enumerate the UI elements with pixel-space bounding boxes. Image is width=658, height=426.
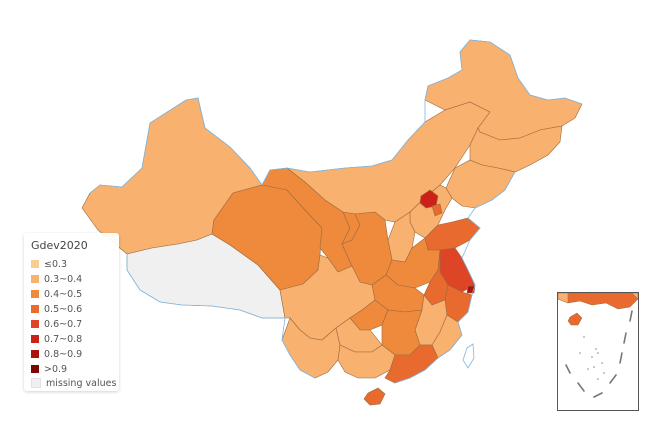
nine-dash-line bbox=[565, 310, 633, 398]
legend-swatch bbox=[31, 290, 39, 298]
inset-guangdong bbox=[558, 293, 638, 310]
legend-swatch bbox=[31, 320, 39, 328]
south-china-sea-inset bbox=[557, 292, 639, 411]
legend-swatch bbox=[31, 335, 39, 343]
inset-hainan bbox=[567, 312, 583, 326]
legend-swatch bbox=[31, 260, 39, 268]
legend-title: Gdev2020 bbox=[31, 239, 88, 252]
inset-guangxi bbox=[558, 293, 569, 304]
legend-label: missing values bbox=[46, 377, 117, 389]
legend-label: 0.3~0.4 bbox=[44, 273, 83, 285]
legend-label: 0.7~0.8 bbox=[44, 333, 83, 345]
legend-swatch bbox=[31, 305, 39, 313]
legend-swatch bbox=[31, 365, 39, 373]
islands bbox=[579, 336, 605, 380]
legend-label: 0.6~0.7 bbox=[44, 318, 83, 330]
province-tianjin bbox=[431, 203, 443, 217]
legend-item: 0.6~0.7 bbox=[31, 318, 82, 330]
legend-label: >0.9 bbox=[44, 363, 68, 375]
legend-label: 0.4~0.5 bbox=[44, 288, 83, 300]
legend-item: 0.5~0.6 bbox=[31, 303, 82, 315]
legend-item: 0.7~0.8 bbox=[31, 333, 82, 345]
legend-item: 0.8~0.9 bbox=[31, 348, 82, 360]
legend-item: 0.3~0.4 bbox=[31, 273, 82, 285]
legend-item: missing values bbox=[31, 377, 116, 389]
legend-swatch bbox=[31, 350, 39, 358]
legend-item: 0.4~0.5 bbox=[31, 288, 82, 300]
legend-label: 0.5~0.6 bbox=[44, 303, 83, 315]
legend-item: >0.9 bbox=[31, 363, 67, 375]
inset-map bbox=[558, 293, 638, 398]
legend-item: ≤0.3 bbox=[31, 258, 67, 270]
province-hainan bbox=[363, 387, 386, 406]
coastline bbox=[89, 39, 583, 384]
inset-fujian bbox=[631, 293, 638, 300]
legend: Gdev2020 ≤0.3 0.3~0.4 0.4~0.5 0.5~0.6 0.… bbox=[24, 233, 119, 391]
legend-label: ≤0.3 bbox=[44, 258, 68, 270]
legend-swatch bbox=[31, 275, 39, 283]
region-taiwan bbox=[462, 343, 475, 369]
legend-swatch bbox=[31, 378, 41, 388]
legend-label: 0.8~0.9 bbox=[44, 348, 83, 360]
province-hunan bbox=[381, 309, 423, 356]
